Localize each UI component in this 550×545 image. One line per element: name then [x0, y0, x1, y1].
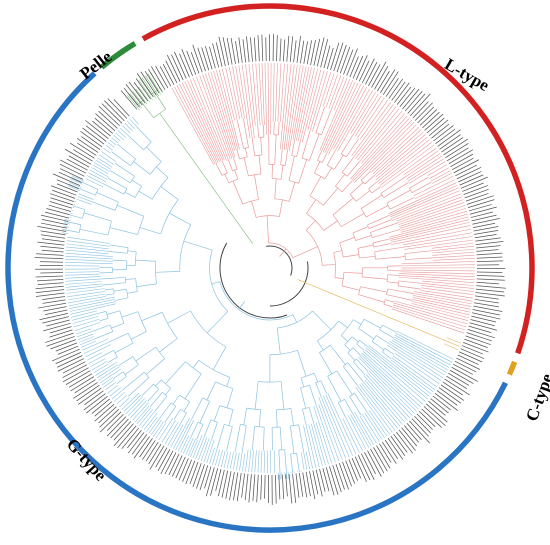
tree-branches	[61, 63, 476, 480]
clade-label-g-type: G-type	[63, 435, 111, 485]
clade-label-pelle: Pelle	[76, 47, 116, 84]
leaf-label-band	[34, 33, 506, 505]
clade-arcs	[5, 3, 535, 533]
clade-label-l-type: L-type	[441, 55, 493, 96]
clade-label-c-type: C-type	[522, 371, 550, 424]
